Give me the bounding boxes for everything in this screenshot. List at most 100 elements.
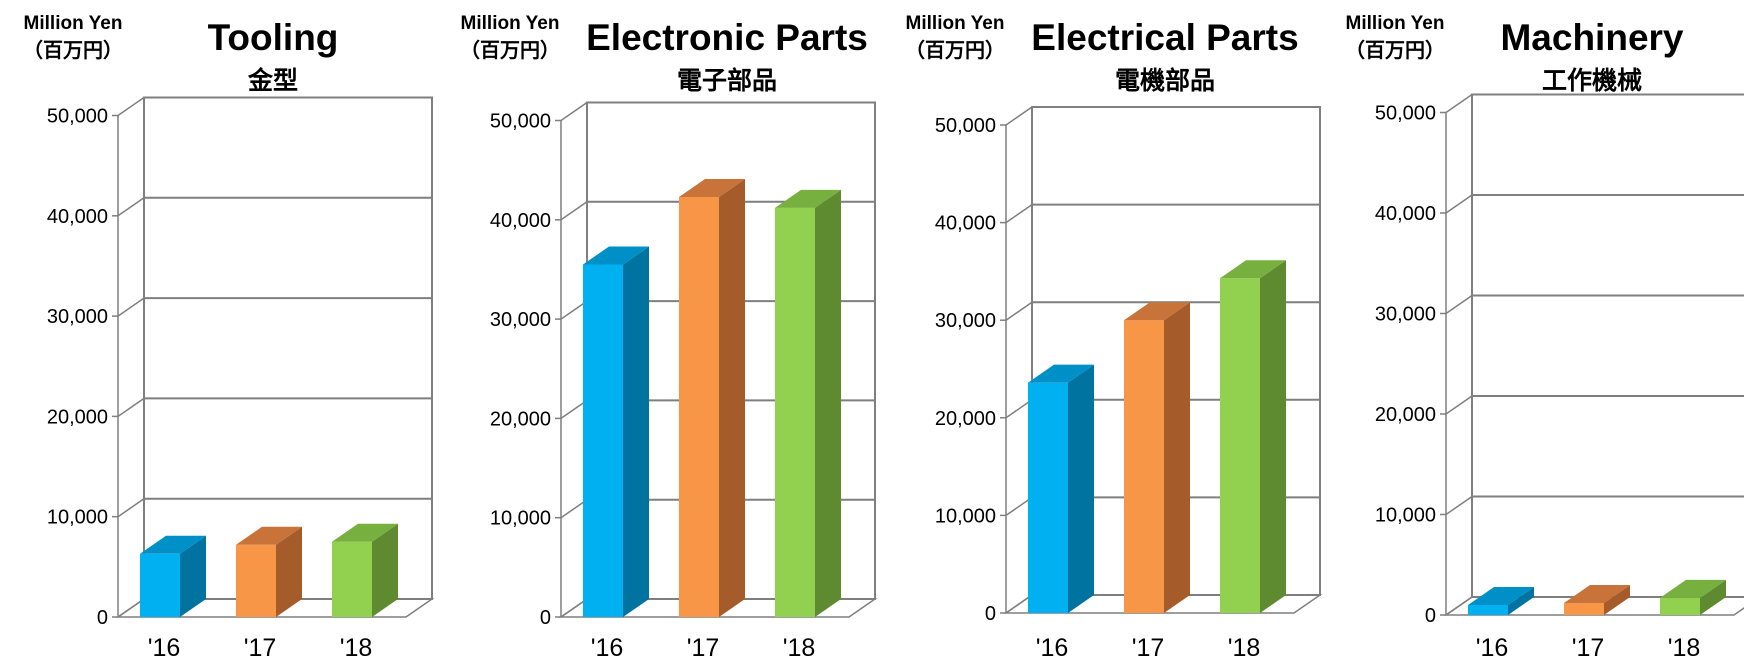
- bar-front: [679, 196, 719, 617]
- axis-tick: [1005, 496, 1033, 517]
- y-tick-label: 30,000: [490, 309, 551, 331]
- bar-2-2: [679, 178, 745, 617]
- chart-title: Electronic Parts: [586, 17, 868, 58]
- y-tick-label: 40,000: [935, 213, 996, 235]
- axis-tick: [117, 96, 145, 117]
- axis-tick: [1445, 495, 1473, 516]
- y-tick-label: 10,000: [490, 508, 551, 530]
- axis-tick: [117, 397, 145, 418]
- bar-3-3: [1220, 260, 1286, 613]
- axis-tick: [117, 498, 145, 518]
- axis-tick: [560, 399, 588, 420]
- unit-label: Million Yen: [906, 13, 1005, 34]
- bar-side: [1604, 584, 1630, 615]
- y-tick-label: 20,000: [490, 408, 551, 430]
- bar-front: [1660, 597, 1700, 615]
- bar-top: [1468, 586, 1534, 605]
- bar-front: [1220, 278, 1260, 613]
- bar-top: [679, 178, 745, 197]
- axis-tick: [1005, 106, 1033, 126]
- back-wall: [1471, 93, 1744, 598]
- chart-title: Electrical Parts: [1031, 17, 1298, 58]
- bar-top: [332, 523, 398, 542]
- y-tick-label: 10,000: [935, 505, 996, 527]
- chart-panel-2: Million Yen （百万円） Electronic Parts 電子部品 0 10,…: [460, 13, 878, 662]
- bar-side: [276, 526, 302, 617]
- bar-front: [775, 207, 815, 617]
- bar-4-2: [1564, 584, 1630, 615]
- bar-side: [1700, 579, 1726, 615]
- axis-tick: [1005, 203, 1033, 224]
- x-tick-label: '16: [1036, 634, 1069, 662]
- bar-4-1: [1468, 586, 1534, 615]
- x-tick-label: '17: [1572, 634, 1605, 662]
- y-tick-label: 0: [1425, 605, 1436, 627]
- bar-front: [1028, 382, 1068, 613]
- x-tick-label: '17: [244, 634, 277, 662]
- y-tick-label: 30,000: [935, 310, 996, 332]
- bar-4-3: [1660, 579, 1726, 615]
- bar-1-3: [332, 523, 398, 617]
- bar-side: [1068, 364, 1094, 613]
- axis-tick: [1445, 194, 1473, 214]
- bar-top: [236, 526, 302, 545]
- bar-side: [719, 178, 745, 617]
- plot-floor: [1003, 594, 1323, 614]
- axis-tick: [1445, 93, 1473, 114]
- axis-tick: [560, 101, 588, 122]
- bar-top: [1028, 364, 1094, 383]
- chart-panel-3: Million Yen （百万円） Electrical Parts 電機部品 0 10,…: [905, 13, 1323, 662]
- bar-side: [815, 189, 841, 617]
- chart-title: Machinery: [1500, 17, 1683, 58]
- y-tick-label: 10,000: [1375, 505, 1436, 527]
- y-tick-label: 20,000: [47, 406, 108, 428]
- bar-top: [140, 535, 206, 554]
- bar-top: [1124, 302, 1190, 321]
- axis-tick: [1445, 294, 1473, 315]
- axis-tick: [560, 201, 588, 221]
- y-tick-label: 0: [540, 607, 551, 629]
- bar-side: [1508, 586, 1534, 615]
- unit-label-ja: （百万円）: [460, 39, 560, 62]
- y-tick-label: 40,000: [47, 206, 108, 228]
- chart-subtitle: 電機部品: [1115, 66, 1215, 95]
- plot-floor: [1443, 596, 1744, 616]
- bar-side: [623, 246, 649, 618]
- bar-front: [332, 541, 372, 617]
- plot-floor: [558, 598, 878, 618]
- y-tick-label: 50,000: [47, 106, 108, 128]
- bar-side: [180, 535, 206, 617]
- y-tick-label: 50,000: [935, 115, 996, 137]
- bar-3-1: [1028, 364, 1094, 613]
- y-tick-label: 20,000: [1375, 404, 1436, 426]
- bar-front: [1468, 604, 1508, 615]
- bar-front: [140, 553, 180, 617]
- axis-tick: [117, 197, 145, 217]
- x-tick-label: '18: [783, 634, 816, 662]
- bar-2-1: [583, 246, 649, 618]
- x-tick-label: '17: [1132, 634, 1165, 662]
- axis-tick: [1005, 301, 1033, 321]
- chart-title: Tooling: [208, 17, 339, 58]
- y-tick-label: 40,000: [490, 210, 551, 232]
- bar-top: [583, 246, 649, 265]
- axis-tick: [1005, 399, 1033, 419]
- chart-subtitle: 金型: [247, 66, 298, 95]
- bar-top: [1220, 260, 1286, 279]
- x-tick-label: '16: [591, 634, 624, 662]
- unit-label: Million Yen: [461, 13, 560, 34]
- bar-side: [1164, 302, 1190, 613]
- x-tick-label: '18: [340, 634, 373, 662]
- x-tick-label: '18: [1228, 634, 1261, 662]
- y-tick-label: 30,000: [1375, 304, 1436, 326]
- y-tick-label: 50,000: [1375, 103, 1436, 125]
- bar-top: [1660, 579, 1726, 598]
- x-tick-label: '16: [148, 634, 181, 662]
- unit-label: Million Yen: [1346, 13, 1445, 34]
- chart-subtitle: 工作機械: [1542, 67, 1642, 95]
- x-tick-label: '18: [1668, 634, 1701, 662]
- x-tick-label: '16: [1476, 634, 1509, 662]
- axis-tick: [117, 297, 145, 317]
- bar-side: [1260, 260, 1286, 613]
